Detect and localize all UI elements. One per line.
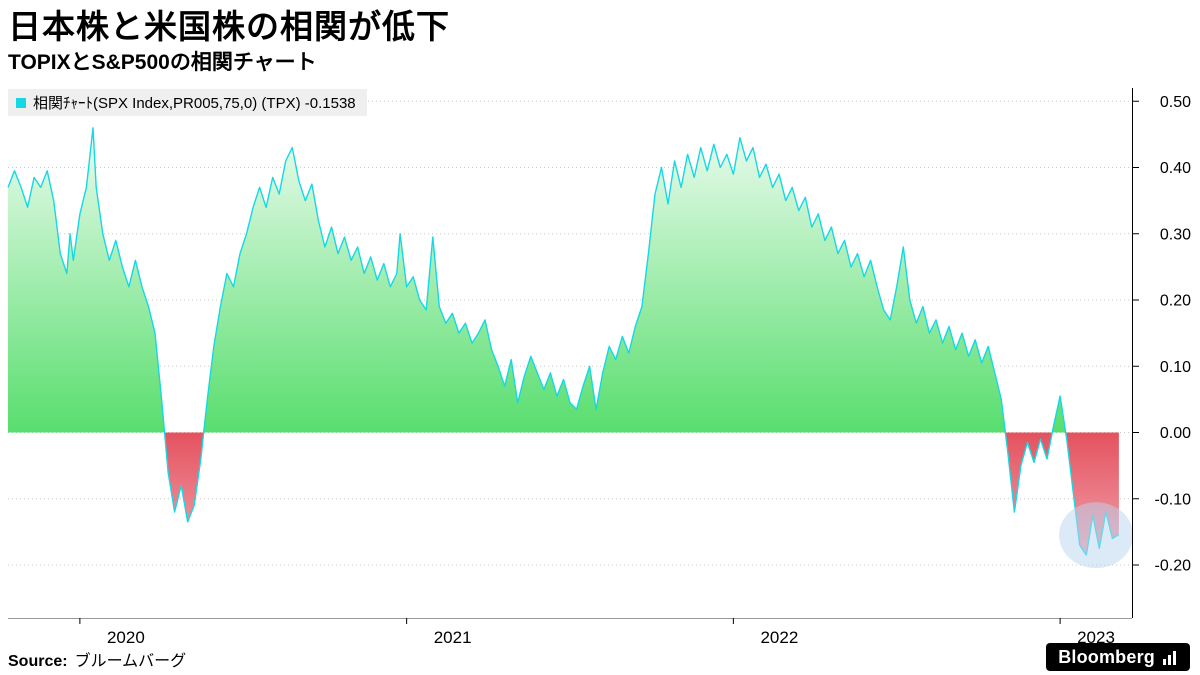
svg-text:0.20: 0.20 — [1160, 293, 1191, 310]
svg-text:0.40: 0.40 — [1160, 160, 1191, 177]
svg-text:-0.10: -0.10 — [1155, 491, 1192, 508]
legend-swatch-icon — [16, 97, 26, 108]
bloomberg-logo: Bloomberg — [1046, 643, 1190, 671]
legend-label: 相関ﾁｬｰﾄ(SPX Index,PR005,75,0) (TPX) -0.15… — [33, 95, 356, 112]
source-value: ブルームバーグ — [74, 653, 187, 670]
source-label: Source: — [8, 653, 68, 670]
source-line: Source: ブルームバーグ — [8, 647, 186, 671]
svg-text:0.50: 0.50 — [1160, 94, 1191, 111]
svg-text:2021: 2021 — [434, 628, 472, 647]
page-subtitle: TOPIXとS&P500の相関チャート — [8, 51, 317, 74]
bloomberg-logo-text: Bloomberg — [1058, 646, 1155, 667]
svg-text:2020: 2020 — [107, 628, 145, 647]
chart-legend: 相関ﾁｬｰﾄ(SPX Index,PR005,75,0) (TPX) -0.15… — [8, 89, 367, 116]
svg-text:2023: 2023 — [1077, 628, 1115, 647]
svg-text:0.00: 0.00 — [1160, 425, 1191, 442]
svg-text:0.30: 0.30 — [1160, 226, 1191, 243]
svg-text:0.10: 0.10 — [1160, 359, 1191, 376]
page-title: 日本株と米国株の相関が低下 — [8, 7, 450, 46]
bloomberg-logo-chart-icon — [1163, 650, 1176, 665]
svg-text:-0.20: -0.20 — [1155, 558, 1192, 575]
svg-text:2022: 2022 — [760, 628, 798, 647]
